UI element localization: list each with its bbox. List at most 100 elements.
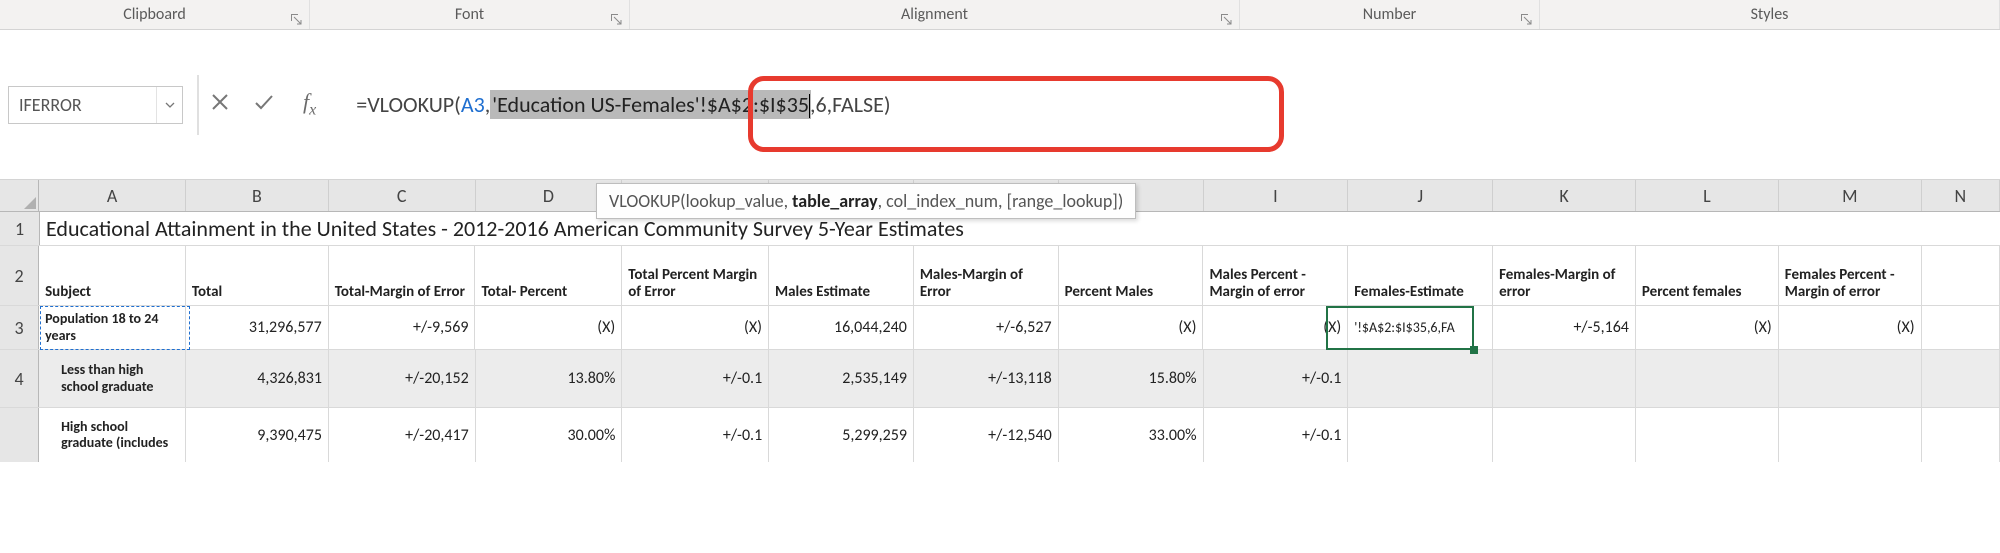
cell[interactable]: (X) bbox=[1779, 306, 1922, 349]
hdr-females-moe[interactable]: Females-Margin of error bbox=[1493, 246, 1636, 305]
col-header-I[interactable]: I bbox=[1204, 180, 1349, 211]
tooltip-close: ) bbox=[1118, 190, 1123, 212]
tooltip-p4[interactable]: [range_lookup] bbox=[1007, 190, 1118, 212]
active-cell-editing[interactable]: '!$A$2:$I$35,6,FA bbox=[1348, 306, 1493, 349]
cell[interactable]: +/-9,569 bbox=[329, 306, 476, 349]
cell-empty[interactable] bbox=[1922, 350, 2000, 407]
cell[interactable]: (X) bbox=[622, 306, 769, 349]
cell[interactable]: (X) bbox=[1636, 306, 1779, 349]
grid-row: High school graduate (includes 9,390,475… bbox=[0, 408, 2000, 462]
col-header-A[interactable]: A bbox=[39, 180, 186, 211]
cell-empty[interactable] bbox=[1348, 350, 1493, 407]
function-tooltip: VLOOKUP(lookup_value, table_array, col_i… bbox=[596, 183, 1136, 219]
cell[interactable]: +/-6,527 bbox=[914, 306, 1059, 349]
tooltip-p3[interactable]: col_index_num bbox=[886, 190, 998, 212]
cell[interactable]: 2,535,149 bbox=[769, 350, 914, 407]
col-header-C[interactable]: C bbox=[329, 180, 476, 211]
cancel-icon[interactable] bbox=[209, 91, 231, 118]
col-header-M[interactable]: M bbox=[1779, 180, 1922, 211]
formula-input[interactable]: =VLOOKUP(A3,'Education US-Females'!$A$2:… bbox=[356, 91, 2000, 119]
row-header-2[interactable]: 2 bbox=[0, 246, 39, 305]
spreadsheet-grid[interactable]: VLOOKUP(lookup_value, table_array, col_i… bbox=[0, 212, 2000, 462]
ribbon-group-number: Number bbox=[1240, 0, 1540, 29]
ribbon-group-label: Number bbox=[1363, 5, 1416, 24]
dialog-launcher-icon[interactable] bbox=[609, 12, 623, 26]
cell-empty[interactable] bbox=[1636, 408, 1779, 462]
hdr-total[interactable]: Total bbox=[186, 246, 329, 305]
cell[interactable]: 5,299,259 bbox=[769, 408, 914, 462]
cell-empty[interactable] bbox=[1636, 350, 1779, 407]
cell-empty[interactable] bbox=[1779, 350, 1922, 407]
cell-empty[interactable] bbox=[1922, 408, 2000, 462]
fill-handle[interactable] bbox=[1470, 346, 1478, 354]
hdr-total-pct[interactable]: Total- Percent bbox=[475, 246, 622, 305]
hdr-total-moe[interactable]: Total-Margin of Error bbox=[329, 246, 476, 305]
cell[interactable]: +/-0.1 bbox=[622, 408, 769, 462]
grid-row: 3 Population 18 to 24 years 31,296,577 +… bbox=[0, 306, 2000, 350]
row-header-3[interactable]: 3 bbox=[0, 306, 39, 349]
ribbon-group-clipboard: Clipboard bbox=[0, 0, 310, 29]
hdr-subject[interactable]: Subject bbox=[39, 246, 186, 305]
col-header-J[interactable]: J bbox=[1348, 180, 1493, 211]
hdr-males-moe[interactable]: Males-Margin of Error bbox=[914, 246, 1059, 305]
formula-prefix: =VLOOKUP( bbox=[356, 91, 461, 118]
dialog-launcher-icon[interactable] bbox=[1219, 12, 1233, 26]
cell[interactable]: +/-20,152 bbox=[329, 350, 476, 407]
row-header-4[interactable]: 4 bbox=[0, 350, 39, 407]
cell-subject[interactable]: Less than high school graduate bbox=[39, 350, 186, 407]
cell[interactable]: (X) bbox=[1203, 306, 1348, 349]
tooltip-p1[interactable]: lookup_value bbox=[686, 190, 784, 212]
cell[interactable]: +/-13,118 bbox=[914, 350, 1059, 407]
cell-empty[interactable] bbox=[1922, 246, 2000, 305]
row-header-5[interactable] bbox=[0, 408, 39, 462]
cell[interactable]: +/-20,417 bbox=[329, 408, 476, 462]
select-all-corner[interactable] bbox=[0, 180, 39, 211]
hdr-total-pct-moe[interactable]: Total Percent Margin of Error bbox=[622, 246, 769, 305]
cell[interactable]: 4,326,831 bbox=[186, 350, 329, 407]
formula-col-index: 6, bbox=[816, 91, 833, 118]
cell[interactable]: (X) bbox=[1059, 306, 1204, 349]
cell[interactable]: 33.00% bbox=[1059, 408, 1204, 462]
col-header-L[interactable]: L bbox=[1636, 180, 1779, 211]
grid-row: 4 Less than high school graduate 4,326,8… bbox=[0, 350, 2000, 408]
cell[interactable]: (X) bbox=[475, 306, 622, 349]
cell-empty[interactable] bbox=[1493, 408, 1636, 462]
hdr-males-pct-moe[interactable]: Males Percent - Margin of error bbox=[1203, 246, 1348, 305]
cell-subject[interactable]: Population 18 to 24 years bbox=[39, 306, 186, 349]
name-box[interactable]: IFERROR bbox=[8, 86, 183, 124]
cell[interactable]: +/-12,540 bbox=[914, 408, 1059, 462]
cell-subject[interactable]: High school graduate (includes bbox=[39, 408, 186, 462]
dialog-launcher-icon[interactable] bbox=[289, 12, 303, 26]
cell-empty[interactable] bbox=[1493, 350, 1636, 407]
dialog-launcher-icon[interactable] bbox=[1519, 12, 1533, 26]
cell[interactable]: 30.00% bbox=[476, 408, 623, 462]
fx-icon[interactable]: fx bbox=[303, 89, 316, 119]
cell[interactable]: +/-0.1 bbox=[1204, 408, 1349, 462]
cell[interactable]: 9,390,475 bbox=[186, 408, 329, 462]
formula-lookup-value: A3 bbox=[461, 91, 485, 118]
cell[interactable]: 16,044,240 bbox=[769, 306, 914, 349]
cell-empty[interactable] bbox=[1348, 408, 1493, 462]
col-header-N[interactable]: N bbox=[1922, 180, 2000, 211]
cell-empty[interactable] bbox=[1922, 306, 2000, 349]
chevron-down-icon[interactable] bbox=[156, 87, 182, 123]
cell[interactable]: 31,296,577 bbox=[186, 306, 329, 349]
cell[interactable]: 13.80% bbox=[476, 350, 623, 407]
tooltip-p2[interactable]: table_array bbox=[792, 190, 877, 212]
enter-icon[interactable] bbox=[253, 91, 275, 118]
hdr-males-est[interactable]: Males Estimate bbox=[769, 246, 914, 305]
hdr-pct-males[interactable]: Percent Males bbox=[1059, 246, 1204, 305]
ribbon-group-label: Clipboard bbox=[123, 5, 186, 24]
cell[interactable]: +/-0.1 bbox=[1204, 350, 1349, 407]
cell[interactable]: +/-5,164 bbox=[1493, 306, 1636, 349]
col-header-K[interactable]: K bbox=[1493, 180, 1636, 211]
row-header-1[interactable]: 1 bbox=[0, 212, 40, 245]
hdr-pct-females[interactable]: Percent females bbox=[1636, 246, 1779, 305]
col-header-B[interactable]: B bbox=[186, 180, 329, 211]
hdr-females-est[interactable]: Females-Estimate bbox=[1348, 246, 1493, 305]
hdr-females-pct-moe[interactable]: Females Percent - Margin of error bbox=[1779, 246, 1922, 305]
cell-empty[interactable] bbox=[1779, 408, 1922, 462]
cell[interactable]: 15.80% bbox=[1059, 350, 1204, 407]
cell[interactable]: +/-0.1 bbox=[622, 350, 769, 407]
formula-range-lookup: FALSE) bbox=[832, 91, 890, 118]
